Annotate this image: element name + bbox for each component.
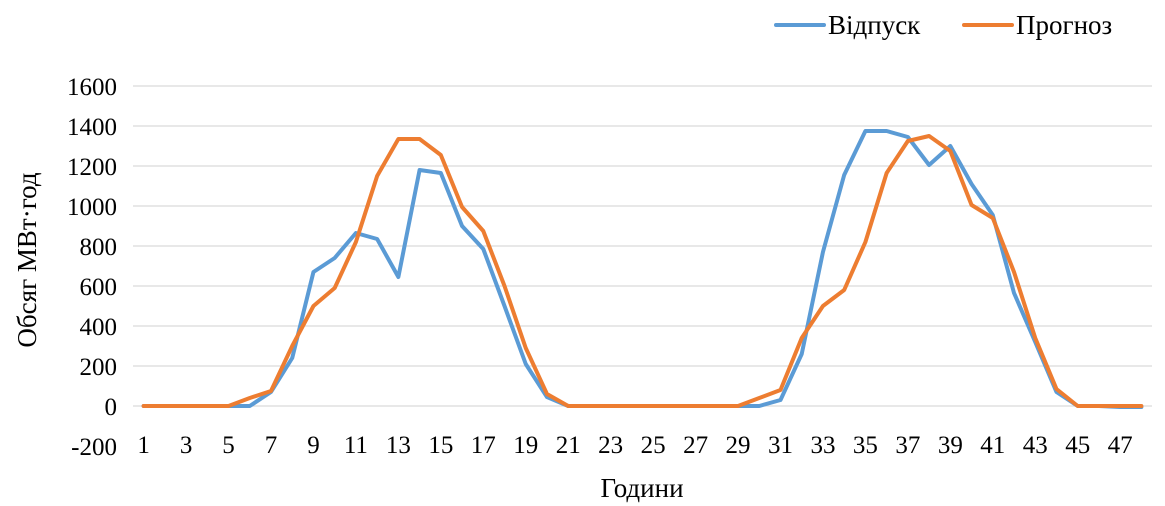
y-axis-tick-labels: -200 0 200 400 600 800 1000 1200 1400 1600 (67, 74, 117, 461)
y-tick-label: 600 (80, 274, 118, 301)
x-tick-label: 9 (307, 432, 320, 459)
x-tick-label: 15 (428, 432, 453, 459)
x-tick-label: 1 (137, 432, 150, 459)
y-axis-title: Обсяг МВт·год (12, 172, 42, 347)
x-tick-label: 11 (344, 432, 368, 459)
x-tick-label: 45 (1065, 432, 1090, 459)
series-line-prognoz (141, 134, 1144, 408)
x-tick-label: 37 (895, 432, 920, 459)
x-tick-label: 13 (386, 432, 411, 459)
y-tick-label: 1200 (67, 154, 117, 181)
x-tick-label: 35 (853, 432, 878, 459)
x-tick-label: 19 (513, 432, 538, 459)
legend-label-vidpusk: Відпуск (828, 10, 921, 40)
x-tick-label: 47 (1108, 432, 1133, 459)
x-tick-label: 3 (180, 432, 193, 459)
y-tick-label: 200 (80, 354, 118, 381)
y-tick-label: 400 (80, 314, 118, 341)
series-layer (141, 129, 1144, 409)
legend-label-prognoz: Прогноз (1016, 10, 1112, 40)
y-tick-label: 1600 (67, 74, 117, 101)
x-tick-label: 27 (683, 432, 708, 459)
x-tick-label: 31 (768, 432, 793, 459)
x-tick-label: 5 (222, 432, 235, 459)
x-tick-label: 39 (938, 432, 963, 459)
x-axis-title: Години (600, 473, 683, 503)
x-tick-label: 21 (556, 432, 581, 459)
x-tick-label: 7 (265, 432, 278, 459)
x-tick-label: 25 (641, 432, 666, 459)
x-tick-label: 41 (980, 432, 1005, 459)
legend: Відпуск Прогноз (774, 10, 1112, 40)
x-tick-label: 17 (471, 432, 496, 459)
y-tick-label: 800 (80, 234, 118, 261)
x-tick-label: 29 (726, 432, 751, 459)
x-tick-label: 43 (1023, 432, 1048, 459)
x-tick-label: 23 (598, 432, 623, 459)
y-tick-label: 1000 (67, 194, 117, 221)
x-axis-tick-labels: 1 3 5 7 9 11 13 15 17 19 21 23 25 27 29 31 33 35 37 39 41 43 4… (137, 432, 1132, 459)
y-tick-label: -200 (71, 434, 117, 461)
y-tick-label: 0 (105, 394, 118, 421)
x-tick-label: 33 (810, 432, 835, 459)
y-tick-label: 1400 (67, 114, 117, 141)
